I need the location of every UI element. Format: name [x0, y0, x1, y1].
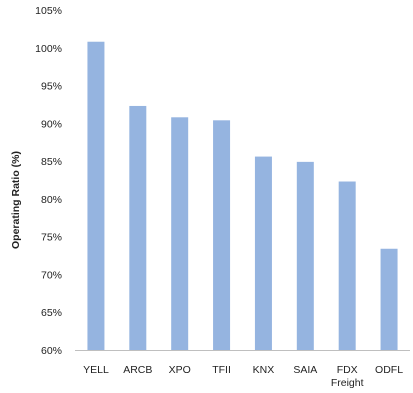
y-axis-label: Operating Ratio (%): [10, 151, 22, 249]
x-tick-label: YELL: [83, 364, 109, 376]
x-tick-label: ARCB: [123, 364, 152, 376]
x-tick-label: KNX: [253, 364, 275, 376]
x-tick-label-line: Freight: [331, 377, 364, 389]
x-tick-label-line: YELL: [83, 364, 109, 376]
x-axis-ticks: YELL ARCB XPO TFII KNX SAIA FDX Freight ODFL: [83, 364, 403, 389]
x-tick-label-line: SAIA: [293, 364, 317, 376]
x-tick-label: ODFL: [375, 364, 403, 376]
y-tick-label: 70%: [41, 269, 62, 281]
x-tick-label: FDX Freight: [331, 364, 364, 389]
y-tick-label: 105%: [35, 5, 62, 17]
y-axis-ticks: 60% 65% 70% 75% 80% 85% 90% 95% 100% 105%: [35, 5, 62, 357]
x-tick-label: XPO: [169, 364, 191, 376]
y-tick-label: 85%: [41, 156, 62, 168]
bar-knx: [254, 156, 272, 350]
y-tick-label: 60%: [41, 345, 62, 357]
bar-odfl: [380, 248, 398, 350]
x-tick-label-line: KNX: [253, 364, 275, 376]
bar-tfii: [213, 120, 231, 350]
bar-fdx-freight: [338, 181, 356, 350]
x-tick-label-line: XPO: [169, 364, 191, 376]
y-tick-label: 100%: [35, 43, 62, 55]
bar-yell: [87, 41, 105, 350]
x-tick-label-line: ODFL: [375, 364, 403, 376]
y-tick-label: 75%: [41, 232, 62, 244]
y-tick-label: 90%: [41, 118, 62, 130]
bar-xpo: [171, 117, 189, 351]
x-tick-label-line: TFII: [212, 364, 231, 376]
x-tick-label-line: FDX: [337, 364, 358, 376]
x-tick-label: SAIA: [293, 364, 317, 376]
y-tick-label: 95%: [41, 81, 62, 93]
bar-saia: [296, 161, 314, 350]
y-tick-label: 65%: [41, 307, 62, 319]
y-tick-label: 80%: [41, 194, 62, 206]
x-tick-label-line: ARCB: [123, 364, 152, 376]
bars: [87, 41, 398, 351]
x-tick-label: TFII: [212, 364, 231, 376]
bar-arcb: [129, 105, 147, 350]
